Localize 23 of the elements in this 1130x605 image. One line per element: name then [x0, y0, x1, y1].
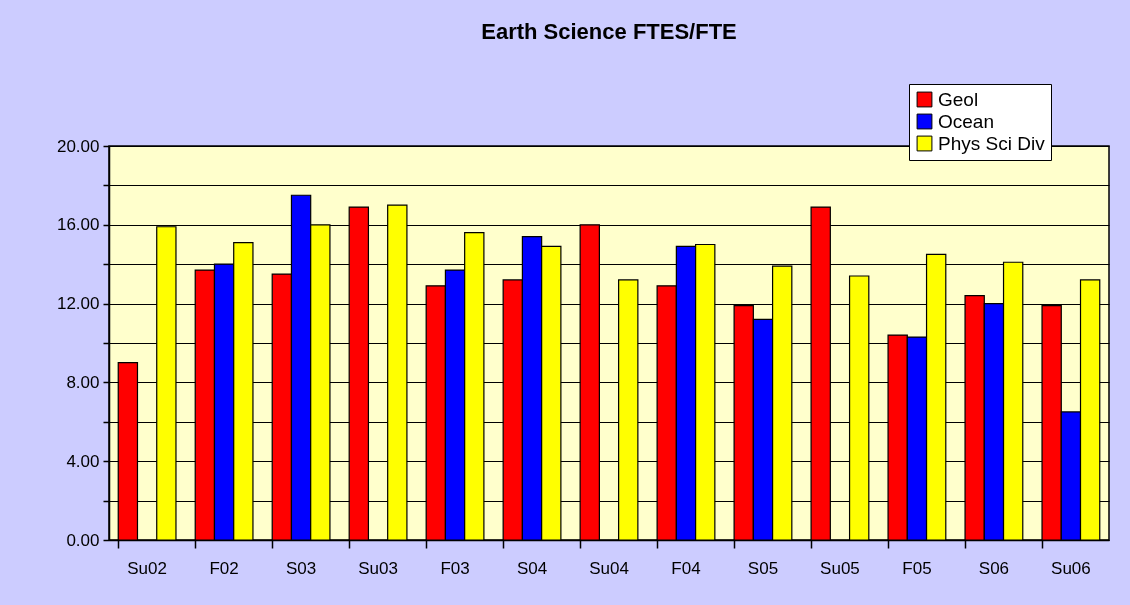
- legend-label: Ocean: [938, 110, 994, 132]
- legend-label: Phys Sci Div: [938, 132, 1046, 154]
- y-tick-label: 12.00: [56, 294, 100, 314]
- x-tick-label: S05: [747, 558, 779, 578]
- x-tick-label: Su06: [1051, 558, 1091, 578]
- y-tick-label: 0.00: [66, 530, 100, 550]
- x-tick-label: F02: [209, 558, 239, 578]
- legend-label: Geol: [938, 88, 979, 110]
- y-tick-label: 8.00: [66, 372, 100, 392]
- x-tick-label: S03: [285, 558, 317, 578]
- chart-title: Earth Science FTES/FTE: [481, 18, 737, 44]
- y-tick-label: 20.00: [56, 136, 100, 156]
- x-tick-label: Su02: [127, 558, 167, 578]
- x-tick-label: F03: [440, 558, 470, 578]
- x-tick-label: Su03: [358, 558, 398, 578]
- y-tick-label: 16.00: [56, 215, 100, 235]
- x-tick-label: Su04: [589, 558, 629, 578]
- x-tick-label: S04: [516, 558, 548, 578]
- x-tick-label: F05: [902, 558, 932, 578]
- x-tick-label: S06: [978, 558, 1010, 578]
- x-tick-label: Su05: [820, 558, 860, 578]
- y-tick-label: 4.00: [66, 451, 100, 471]
- x-tick-label: F04: [671, 558, 701, 578]
